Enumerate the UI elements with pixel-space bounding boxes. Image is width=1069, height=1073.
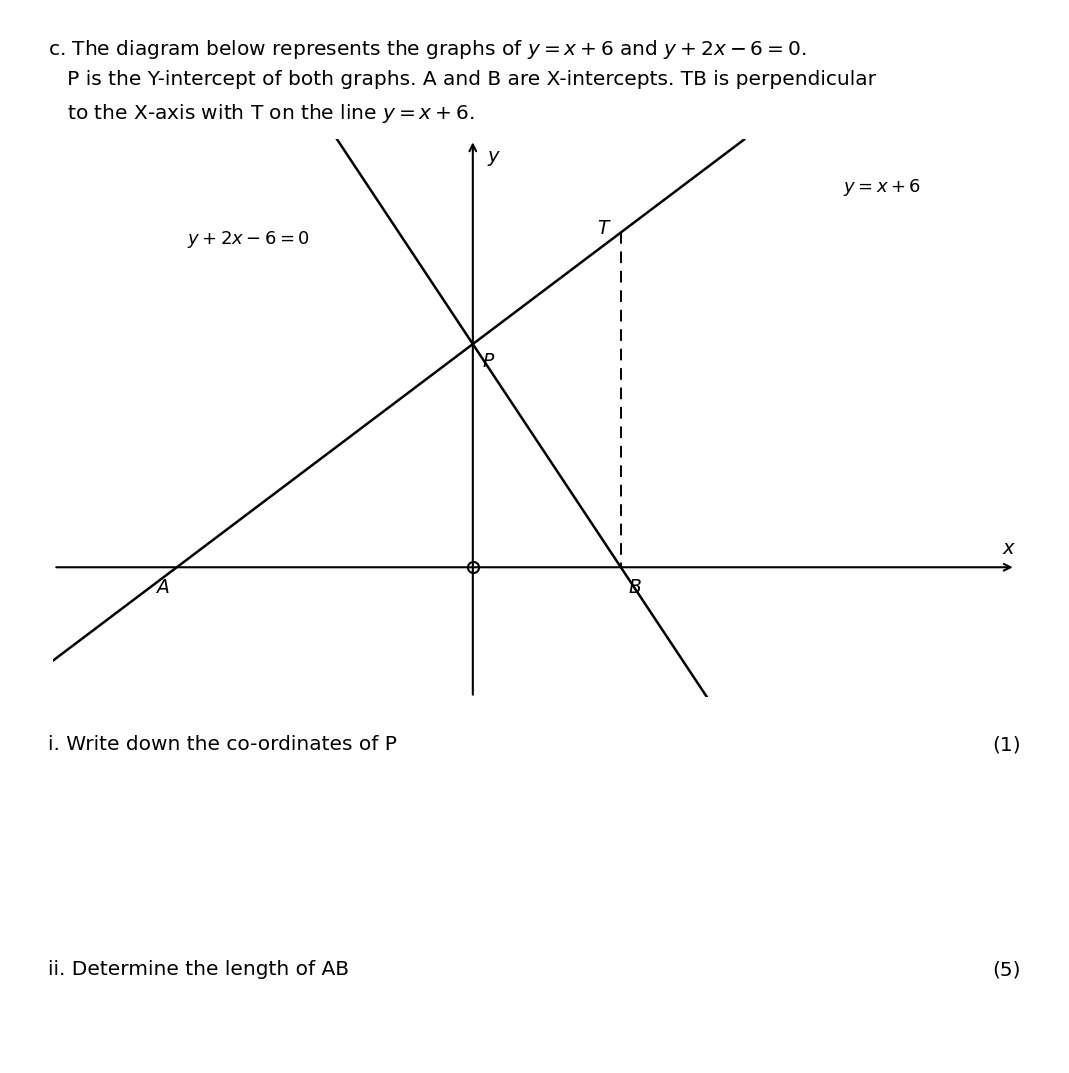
Text: i. Write down the co-ordinates of P: i. Write down the co-ordinates of P <box>48 735 397 754</box>
Text: (5): (5) <box>992 960 1021 980</box>
Text: $y + 2x - 6 = 0$: $y + 2x - 6 = 0$ <box>187 230 310 250</box>
Text: to the X-axis with T on the line $y = x + 6$.: to the X-axis with T on the line $y = x … <box>48 102 475 124</box>
Text: y: y <box>487 147 499 166</box>
Text: P is the Y-intercept of both graphs. A and B are X-intercepts. TB is perpendicul: P is the Y-intercept of both graphs. A a… <box>48 70 877 89</box>
Text: ii. Determine the length of AB: ii. Determine the length of AB <box>48 960 350 980</box>
Text: (1): (1) <box>992 735 1021 754</box>
Text: c. The diagram below represents the graphs of $y = x + 6$ and $y + 2x - 6 = 0$.: c. The diagram below represents the grap… <box>48 38 807 60</box>
Text: A: A <box>156 578 169 598</box>
Text: $y = x + 6$: $y = x + 6$ <box>842 177 921 199</box>
Text: T: T <box>597 219 608 238</box>
Text: B: B <box>629 578 641 598</box>
Text: x: x <box>1003 539 1013 558</box>
Text: P: P <box>483 352 494 370</box>
